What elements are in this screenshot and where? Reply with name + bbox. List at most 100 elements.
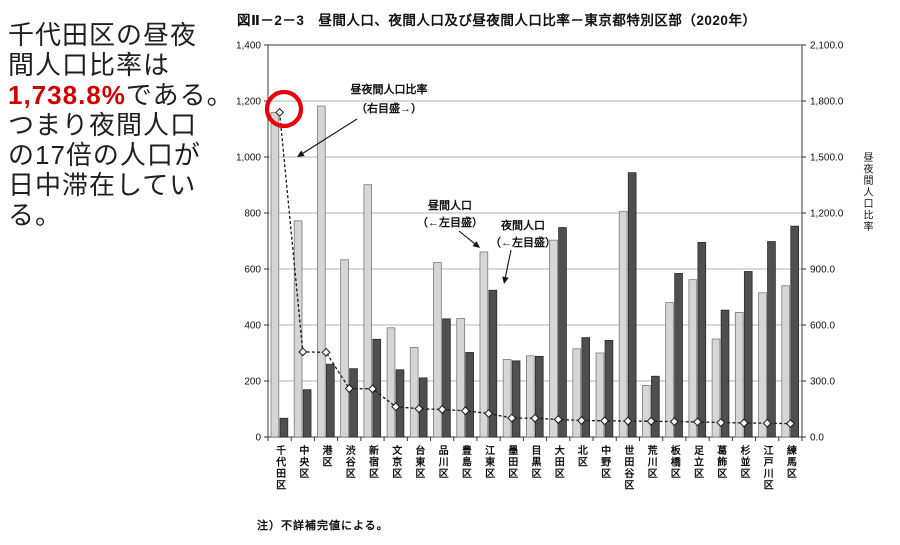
chart-note: 注）不詳補完値による。 <box>257 520 389 532</box>
x-axis-label: 中野区 <box>598 445 610 480</box>
bar-daytime <box>386 327 396 438</box>
x-axis-label: 板橋区 <box>668 445 680 480</box>
ratio-marker <box>344 384 354 394</box>
x-axis-label: 千代田区 <box>273 445 285 491</box>
x-axis-label: 文京区 <box>389 445 401 480</box>
bar-nighttime <box>581 337 591 438</box>
left-axis-tick-label: 600 <box>244 265 261 276</box>
bar-daytime <box>572 348 582 438</box>
right-axis-tick-label: 0.0 <box>810 433 824 444</box>
bar-daytime <box>688 279 698 438</box>
ratio-marker <box>530 413 540 423</box>
x-axis-label: 荒川区 <box>645 445 657 480</box>
x-axis-label: 新宿区 <box>366 445 378 480</box>
bar-nighttime <box>767 241 776 438</box>
bar-daytime <box>758 292 767 438</box>
sidebar-text-line: 1,738.8%である。 <box>8 80 240 110</box>
sidebar-text-segment: 千代田区の昼夜 <box>8 20 198 50</box>
ratio-marker <box>414 404 424 414</box>
bar-daytime <box>549 239 558 438</box>
highlight-circle <box>264 89 304 129</box>
x-axis-label: 練馬区 <box>784 445 796 480</box>
ratio-marker <box>600 416 610 426</box>
bar-nighttime <box>465 352 474 438</box>
ratio-marker <box>321 347 331 357</box>
ratio-marker <box>298 347 308 357</box>
right-axis-tick-label: 1,200.0 <box>810 209 844 220</box>
sidebar-text-line: つまり夜間人口 <box>8 110 240 140</box>
chart-title: 図Ⅱ－2－3 昼間人口、夜間人口及び昼夜間人口比率－東京都特別区部（2020年） <box>237 13 757 28</box>
ratio-marker <box>576 415 586 425</box>
bar-daytime <box>317 105 326 438</box>
ratio-marker <box>762 418 772 428</box>
x-axis-label: 中央区 <box>296 445 308 480</box>
x-axis-label: 北区 <box>575 445 587 468</box>
x-axis-label: 葛飾区 <box>714 445 726 480</box>
bar-nighttime <box>395 369 405 438</box>
bar-nighttime <box>743 271 753 438</box>
bar-nighttime <box>279 417 289 438</box>
x-axis-label: 台東区 <box>412 445 424 480</box>
right-axis-tick-label: 300.0 <box>810 377 835 388</box>
left-axis-tick-label: 0 <box>255 433 261 444</box>
left-axis-tick-label: 800 <box>244 209 261 220</box>
sidebar-text-segment: る。 <box>8 200 63 230</box>
ratio-marker <box>507 413 517 423</box>
highlighted-ratio-value: 1,738.8% <box>8 80 126 110</box>
bar-nighttime <box>534 355 544 438</box>
bar-nighttime <box>302 389 312 438</box>
left-axis-tick-label: 1,400 <box>236 41 261 52</box>
sidebar-text-segment: つまり夜間人口 <box>8 110 198 140</box>
ratio-marker <box>739 418 749 428</box>
bar-nighttime <box>651 375 660 438</box>
annotation-label: （←左目盛） <box>490 235 556 249</box>
x-axis-label: 品川区 <box>436 445 448 480</box>
sidebar-text-segment: 日中滞在してい <box>8 170 197 200</box>
bar-daytime <box>525 355 535 438</box>
ratio-marker <box>623 416 633 426</box>
bar-daytime <box>270 112 280 438</box>
right-axis-tick-label: 2,100.0 <box>810 41 844 52</box>
ratio-marker <box>716 418 726 428</box>
x-axis-label: 大田区 <box>552 445 564 480</box>
bar-nighttime <box>511 360 521 438</box>
sidebar-text-line: の17倍の人口が <box>8 140 240 170</box>
ratio-marker <box>391 402 401 412</box>
x-axis-label: 世田谷区 <box>621 445 633 491</box>
annotation-label: （右目盛→） <box>356 101 422 115</box>
annotation-label: 昼夜間人口比率 <box>350 82 428 96</box>
x-axis-label: 江戸川区 <box>761 445 773 491</box>
left-axis-tick-label: 400 <box>244 321 261 332</box>
bar-daytime <box>456 318 465 438</box>
annotation-label: 夜間人口 <box>500 218 545 232</box>
bar-nighttime <box>720 309 730 438</box>
x-axis-label: 墨田区 <box>505 445 517 480</box>
annotation-arrow <box>302 118 358 154</box>
ratio-marker <box>367 384 377 394</box>
bar-daytime <box>479 251 489 438</box>
bar-daytime <box>642 385 651 438</box>
bar-nighttime <box>697 241 707 438</box>
bar-daytime <box>340 259 349 438</box>
sidebar-text-segment: 間人口比率は <box>8 50 171 80</box>
bar-nighttime <box>488 289 498 438</box>
x-axis-label: 足立区 <box>691 445 703 480</box>
bar-daytime <box>781 285 790 438</box>
ratio-marker <box>275 107 285 117</box>
annotation-arrowhead <box>472 241 480 248</box>
bar-daytime <box>595 352 605 438</box>
bar-daytime <box>293 220 303 438</box>
ratio-marker <box>437 404 447 414</box>
x-axis-label: 豊島区 <box>459 445 471 480</box>
ratio-marker <box>785 419 795 429</box>
annotation-arrowhead <box>297 150 305 157</box>
bar-daytime <box>711 338 721 438</box>
x-axis-label: 港区 <box>320 445 332 468</box>
x-axis-label: 杉並区 <box>737 445 749 480</box>
right-axis-tick-label: 1,500.0 <box>810 153 844 164</box>
left-axis-tick-label: 200 <box>244 377 261 388</box>
left-axis-tick-label: 1,000 <box>236 153 261 164</box>
annotation-arrow <box>504 249 512 278</box>
